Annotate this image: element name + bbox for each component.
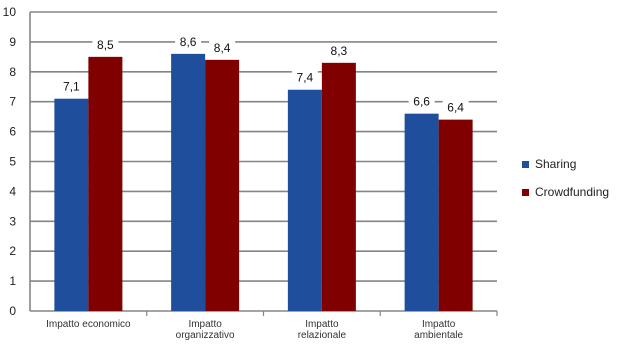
data-label: 7,4 — [297, 71, 314, 85]
bar-crowdfunding — [88, 56, 123, 311]
data-label-bg — [92, 37, 119, 52]
data-label-bg — [175, 34, 202, 49]
bar-sharing — [404, 113, 439, 311]
data-label-bg — [408, 94, 435, 109]
data-label: 8,4 — [214, 41, 231, 55]
legend-swatch-sharing — [522, 160, 529, 168]
legend-item-crowdfunding: Crowdfunding — [522, 184, 609, 200]
data-label-bg — [325, 43, 352, 58]
legend-label-crowdfunding: Crowdfunding — [535, 185, 610, 199]
y-tick-label: 4 — [9, 184, 16, 198]
y-tick-label: 0 — [9, 304, 16, 318]
bar-crowdfunding — [321, 62, 356, 311]
data-label-bg — [209, 40, 236, 55]
y-tick-label: 9 — [9, 35, 16, 49]
x-tick-label: ambientale — [414, 330, 463, 341]
y-tick-label: 2 — [9, 244, 16, 258]
data-label: 8,6 — [180, 35, 197, 49]
bar-crowdfunding — [205, 59, 240, 312]
bar-sharing — [54, 98, 89, 312]
legend: Sharing Crowdfunding — [522, 156, 609, 212]
x-tick-label: organizzativo — [176, 330, 235, 341]
legend-swatch-crowdfunding — [522, 188, 529, 196]
y-tick-label: 10 — [3, 5, 17, 19]
x-tick-label: Impatto — [305, 319, 339, 330]
bar-sharing — [287, 89, 322, 312]
data-label: 6,4 — [447, 101, 464, 115]
data-label-bg — [442, 100, 469, 115]
y-tick-label: 8 — [9, 65, 16, 79]
bar-crowdfunding — [438, 119, 473, 311]
x-tick-label: Impatto — [188, 319, 222, 330]
y-tick-label: 6 — [9, 125, 16, 139]
y-tick-label: 3 — [9, 214, 16, 228]
legend-item-sharing: Sharing — [522, 156, 609, 172]
y-tick-label: 7 — [9, 95, 16, 109]
bar-sharing — [171, 53, 206, 312]
data-label-bg — [291, 70, 318, 85]
legend-label-sharing: Sharing — [535, 157, 577, 171]
data-label-bg — [58, 79, 85, 94]
y-tick-label: 5 — [9, 155, 16, 169]
data-label: 6,6 — [413, 95, 430, 109]
y-tick-label: 1 — [9, 274, 16, 288]
x-tick-label: Impatto — [422, 319, 456, 330]
data-label: 8,3 — [331, 44, 348, 58]
x-tick-label: Impatto economico — [46, 319, 131, 330]
data-label: 8,5 — [97, 38, 114, 52]
x-tick-label: relazionale — [298, 330, 347, 341]
data-label: 7,1 — [63, 80, 80, 94]
